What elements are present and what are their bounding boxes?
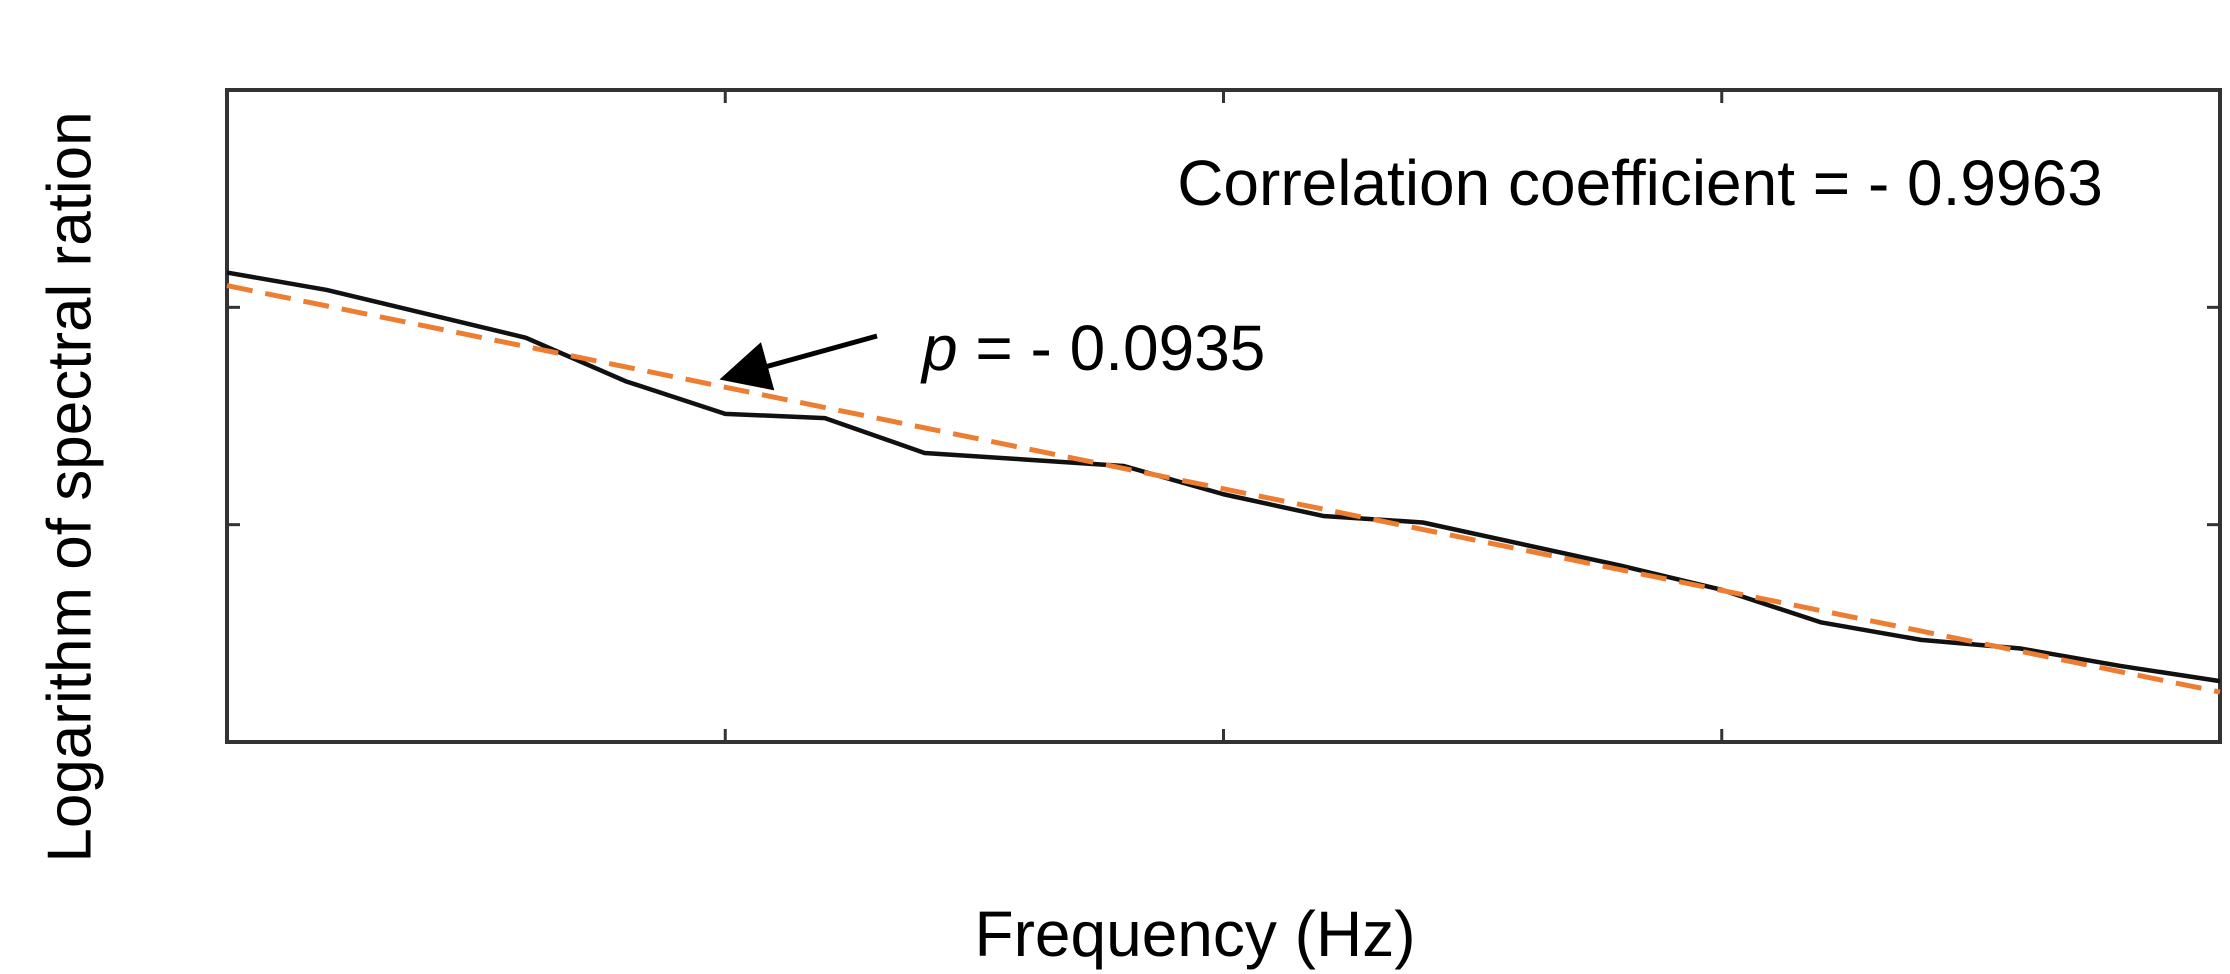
x-axis-label: Frequency (Hz)	[974, 898, 1416, 970]
y-axis-label: Logarithm of spectral ration	[35, 111, 105, 863]
slope-variable: p	[922, 312, 958, 384]
p-annotation-arrow	[719, 333, 878, 391]
series-fit-line	[226, 283, 2221, 695]
slope-value: = - 0.0935	[957, 312, 1266, 384]
series-layer	[226, 270, 2221, 695]
series-measured-line	[226, 270, 2221, 684]
axis-ticks	[227, 90, 2220, 742]
slope-annotation: p = - 0.0935	[922, 311, 1265, 385]
correlation-annotation: Correlation coefficient = - 0.9963	[1177, 147, 2103, 219]
